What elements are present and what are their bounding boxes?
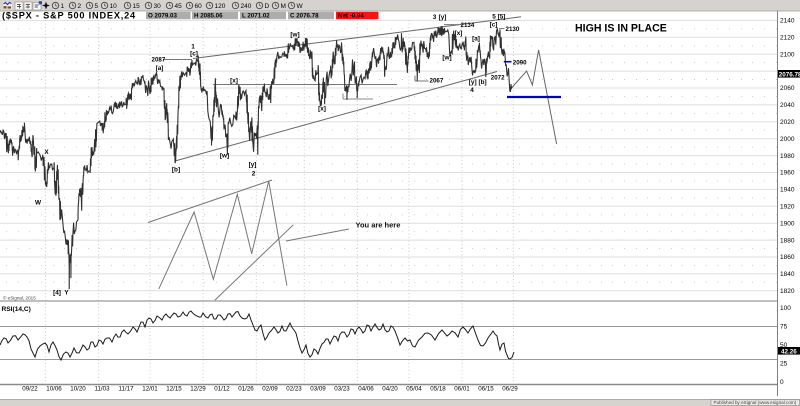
svg-text:[y]: [y]	[249, 162, 257, 169]
svg-text:L 2071.02: L 2071.02	[242, 13, 270, 20]
svg-text:2020: 2020	[780, 119, 795, 126]
svg-text:[x]: [x]	[230, 78, 238, 85]
svg-text:X: X	[44, 149, 49, 156]
svg-text:05/04: 05/04	[406, 386, 422, 393]
svg-text:2067: 2067	[430, 78, 444, 85]
svg-text:RSI(14,C): RSI(14,C)	[2, 306, 31, 313]
svg-text:[w]: [w]	[442, 55, 451, 62]
svg-text:[w]: [w]	[290, 32, 299, 39]
svg-text:2072: 2072	[491, 74, 505, 81]
svg-text:1: 1	[61, 3, 65, 10]
svg-text:HIGH IS IN PLACE: HIGH IS IN PLACE	[575, 23, 667, 35]
svg-text:10/20: 10/20	[70, 386, 86, 393]
svg-text:2000: 2000	[780, 136, 795, 143]
svg-text:2100: 2100	[780, 51, 795, 58]
svg-text:5: 5	[95, 3, 99, 10]
svg-text:Y: Y	[64, 290, 69, 297]
svg-text:12/29: 12/29	[190, 386, 206, 393]
svg-text:[w]: [w]	[220, 153, 229, 160]
svg-text:11/03: 11/03	[94, 386, 110, 393]
svg-text:12/01: 12/01	[142, 386, 158, 393]
svg-text:0: 0	[780, 379, 784, 386]
svg-text:2: 2	[78, 3, 82, 10]
svg-text:60: 60	[195, 3, 203, 10]
svg-text:[y]: [y]	[469, 79, 477, 86]
svg-text:2040: 2040	[780, 102, 795, 109]
svg-text:100: 100	[780, 305, 791, 312]
svg-text:06/29: 06/29	[502, 386, 518, 393]
svg-text:[c]: [c]	[190, 51, 198, 58]
svg-text:03/23: 03/23	[334, 386, 350, 393]
svg-text:You are here: You are here	[356, 221, 401, 230]
svg-text:O 2079.03: O 2079.03	[148, 13, 177, 20]
svg-text:1860: 1860	[780, 254, 795, 261]
svg-text:45: 45	[175, 3, 183, 10]
svg-text:D: D	[265, 3, 270, 10]
svg-text:[4]: [4]	[53, 290, 61, 297]
svg-text:[x]: [x]	[318, 106, 326, 113]
svg-text:W: W	[297, 3, 304, 10]
svg-text:1940: 1940	[780, 187, 795, 194]
svg-text:1960: 1960	[780, 170, 795, 177]
svg-text:2090: 2090	[513, 59, 527, 66]
svg-text:1: 1	[191, 44, 195, 51]
svg-text:2060: 2060	[780, 85, 795, 92]
svg-text:01/26: 01/26	[238, 386, 254, 393]
svg-text:5: 5	[492, 14, 496, 21]
svg-text:1820: 1820	[780, 288, 795, 295]
svg-text:06/15: 06/15	[478, 386, 494, 393]
svg-text:02/09: 02/09	[262, 386, 278, 393]
svg-text:1900: 1900	[780, 220, 795, 227]
svg-text:1980: 1980	[780, 153, 795, 160]
svg-text:240: 240	[241, 3, 252, 10]
svg-text:02/23: 02/23	[286, 386, 302, 393]
svg-text:2120: 2120	[780, 35, 795, 42]
svg-text:04/20: 04/20	[382, 386, 398, 393]
svg-text:[c]: [c]	[490, 21, 498, 28]
svg-text:30: 30	[154, 3, 162, 10]
svg-text:2140: 2140	[780, 18, 795, 25]
svg-text:05/18: 05/18	[430, 386, 446, 393]
svg-text:15: 15	[133, 3, 141, 10]
svg-text:1880: 1880	[780, 237, 795, 244]
svg-text:09/22: 09/22	[22, 386, 38, 393]
svg-text:3: 3	[433, 14, 437, 21]
svg-text:1840: 1840	[780, 271, 795, 278]
svg-text:[5]: [5]	[498, 14, 506, 21]
svg-text:2087: 2087	[152, 57, 166, 64]
svg-text:[b]: [b]	[172, 167, 180, 174]
svg-text:[a]: [a]	[472, 36, 480, 43]
svg-text:Published by eSignal (www.esig: Published by eSignal (www.esignal.com)	[714, 400, 797, 405]
svg-text:2134: 2134	[461, 22, 475, 29]
svg-text:1920: 1920	[780, 204, 795, 211]
svg-text:10: 10	[110, 3, 118, 10]
svg-text:[a]: [a]	[156, 65, 164, 72]
svg-text:4: 4	[470, 87, 474, 94]
svg-text:50: 50	[780, 342, 788, 349]
svg-text:[b]: [b]	[479, 79, 487, 86]
svg-text:11/17: 11/17	[118, 386, 134, 393]
svg-text:M: M	[281, 3, 286, 10]
svg-text:120: 120	[215, 3, 226, 10]
svg-text:2130: 2130	[506, 26, 520, 33]
svg-text:C 2076.78: C 2076.78	[290, 13, 319, 20]
svg-text:($SPX - S&P 500 INDEX,24: ($SPX - S&P 500 INDEX,24	[2, 10, 136, 20]
svg-text:42.26: 42.26	[781, 348, 797, 355]
svg-text:06/01: 06/01	[454, 386, 470, 393]
svg-text:75: 75	[780, 324, 788, 331]
svg-text:Net -0.94: Net -0.94	[338, 13, 364, 20]
svg-text:12/15: 12/15	[166, 386, 182, 393]
svg-text:© eSignal, 2015: © eSignal, 2015	[3, 295, 36, 301]
svg-text:H 2085.06: H 2085.06	[194, 13, 223, 20]
svg-text:01/12: 01/12	[214, 386, 230, 393]
svg-text:2076.78: 2076.78	[779, 71, 800, 78]
svg-text:03/09: 03/09	[310, 386, 326, 393]
svg-text:10/06: 10/06	[46, 386, 62, 393]
svg-text:[x]: [x]	[455, 30, 463, 37]
svg-text:04/06: 04/06	[358, 386, 374, 393]
svg-text:2: 2	[252, 171, 256, 178]
svg-text:25: 25	[780, 361, 788, 368]
svg-text:W: W	[35, 200, 42, 207]
svg-text:[y]: [y]	[439, 14, 447, 21]
